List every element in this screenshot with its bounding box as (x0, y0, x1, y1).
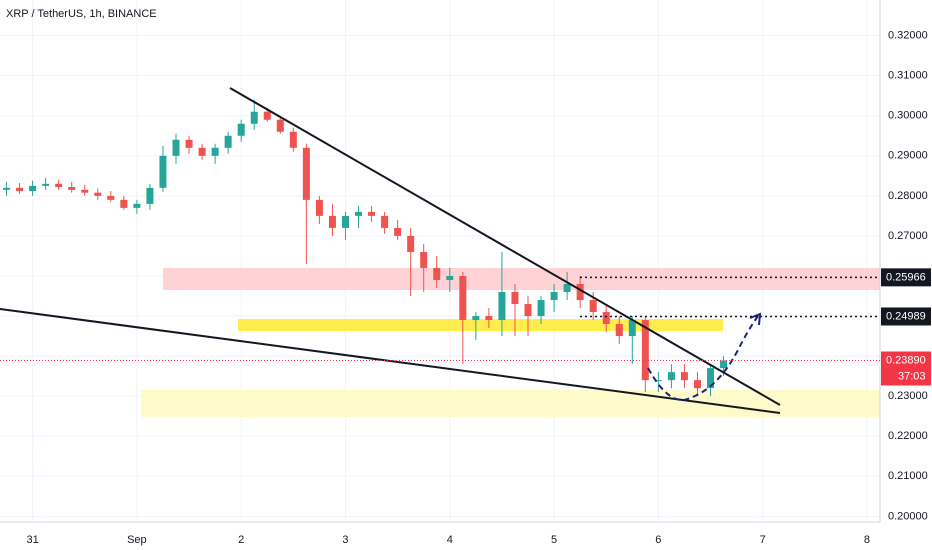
candle-body (459, 275, 467, 321)
candle-body (537, 300, 545, 317)
candle-body (3, 187, 11, 190)
candle-body (289, 131, 297, 148)
y-tick-label: 0.21000 (888, 470, 928, 482)
projection-arrow (749, 312, 762, 326)
x-tick-label: 5 (551, 534, 557, 546)
x-tick-label: 3 (342, 534, 348, 546)
candle-body (120, 199, 128, 208)
candle-body (315, 199, 323, 216)
candle-body (198, 147, 206, 156)
candle-body (602, 312, 610, 325)
candle-body (263, 111, 271, 120)
candle-body (355, 211, 363, 216)
candle-body (81, 189, 89, 193)
x-tick-label: 6 (655, 534, 661, 546)
x-tick-label: Sep (127, 534, 147, 546)
candle-body (94, 192, 102, 196)
candle-body (368, 211, 376, 216)
candle-body (615, 324, 623, 337)
candle-body (511, 292, 519, 305)
candle-body (250, 111, 258, 124)
chart-title: XRP / TetherUS, 1h, BINANCE (6, 8, 157, 20)
last-price-bg (881, 351, 931, 386)
candle-body (146, 187, 154, 204)
candle-body (654, 380, 662, 382)
x-tick-label: 8 (864, 534, 870, 546)
x-tick-label: 31 (26, 534, 38, 546)
candle-body (628, 320, 636, 337)
candle-body (589, 300, 597, 313)
candle-body (680, 372, 688, 381)
level-zone (238, 319, 723, 331)
candle-body (185, 139, 193, 148)
candle-body (472, 316, 480, 321)
last-price-label: 0.23890 (886, 354, 926, 366)
candle-body (211, 147, 219, 156)
x-tick-label: 4 (447, 534, 453, 546)
candle-body (328, 215, 336, 228)
candle-body (693, 380, 701, 389)
y-tick-label: 0.32000 (888, 30, 928, 42)
candle-body (341, 215, 349, 228)
candle-body (576, 283, 584, 301)
level-label: 0.25966 (886, 271, 926, 283)
y-tick-label: 0.22000 (888, 430, 928, 442)
candle-body (172, 139, 180, 156)
candle-body (29, 185, 37, 192)
candle-body (16, 187, 24, 192)
y-tick-label: 0.31000 (888, 70, 928, 82)
candle-body (394, 227, 402, 236)
candle-body (550, 292, 558, 301)
candle-body (707, 368, 715, 389)
candle-body (276, 119, 284, 132)
candle-body (237, 123, 245, 136)
candle-body (667, 372, 675, 381)
candle-body (498, 292, 506, 321)
trend-line-upper (229, 87, 781, 406)
candle-body (224, 135, 232, 148)
candle-body (641, 320, 649, 381)
y-tick-label: 0.28000 (888, 190, 928, 202)
candle-body (68, 187, 76, 190)
y-tick-label: 0.20000 (888, 510, 928, 522)
candle-body (133, 203, 141, 208)
y-tick-label: 0.27000 (888, 230, 928, 242)
candle-body (407, 235, 415, 252)
y-tick-label: 0.23000 (888, 390, 928, 402)
resistance-zone (163, 268, 880, 290)
candle-body (107, 195, 115, 200)
x-tick-label: 7 (760, 534, 766, 546)
candle-body (446, 275, 454, 280)
candle-body (55, 183, 63, 188)
candle-body (563, 283, 571, 293)
candle-body (159, 155, 167, 188)
candle-body (381, 215, 389, 228)
countdown-label: 37:03 (898, 370, 926, 382)
candle-body (485, 316, 493, 321)
y-tick-label: 0.29000 (888, 150, 928, 162)
level-label-bg (881, 307, 931, 326)
candle-body (420, 251, 428, 268)
candle-body (720, 360, 728, 369)
candle-body (524, 304, 532, 317)
level-label: 0.24989 (886, 310, 926, 322)
candle-body (302, 147, 310, 200)
x-tick-label: 2 (238, 534, 244, 546)
support-zone (141, 390, 880, 417)
candle-body (42, 183, 50, 186)
y-tick-label: 0.30000 (888, 110, 928, 122)
candle-body (433, 267, 441, 280)
level-label-bg (881, 268, 931, 287)
